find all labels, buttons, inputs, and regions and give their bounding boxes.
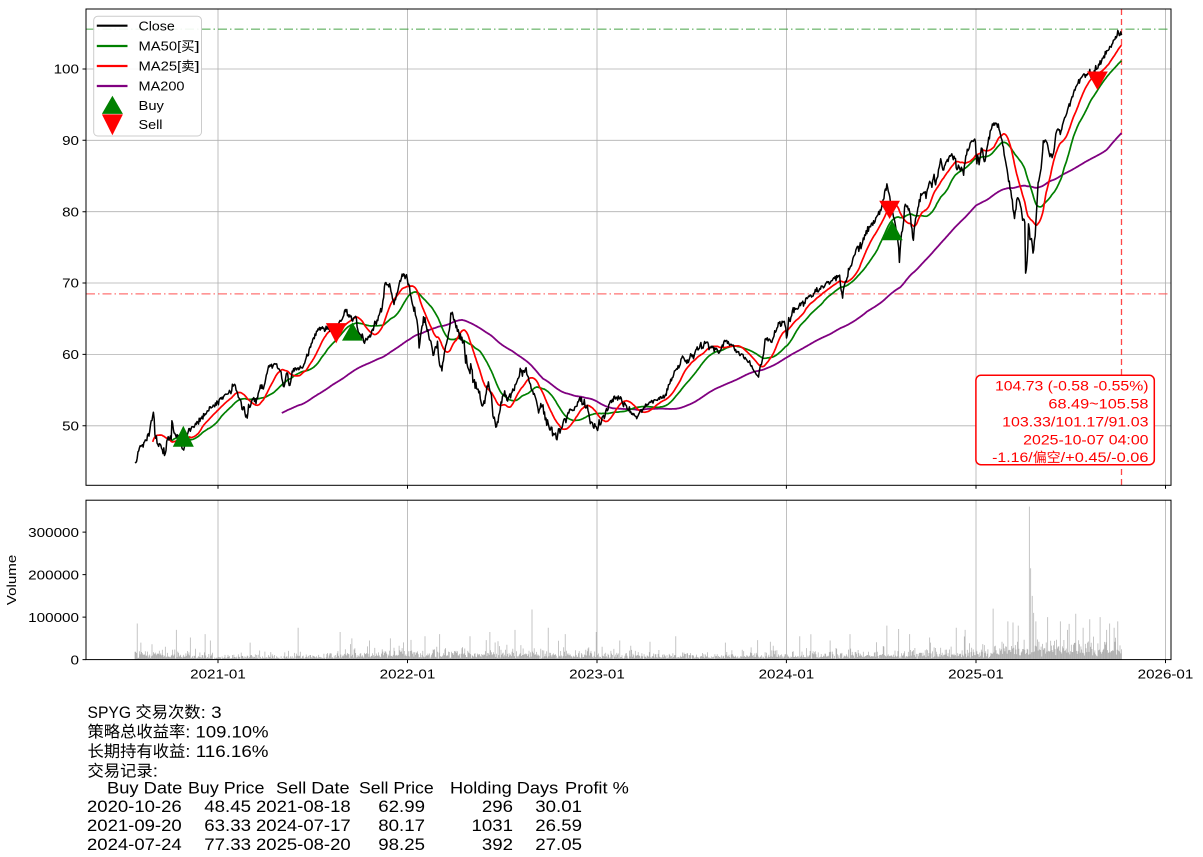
- svg-text:60: 60: [62, 347, 79, 362]
- svg-text:2024-07-17: 2024-07-17: [256, 817, 351, 835]
- svg-text:Sell Date: Sell Date: [276, 780, 350, 798]
- svg-text:2020-10-26: 2020-10-26: [87, 798, 182, 816]
- svg-text:62.99: 62.99: [378, 798, 425, 816]
- svg-text:200000: 200000: [28, 567, 79, 582]
- svg-text:70: 70: [62, 276, 79, 291]
- svg-text:SPYG: SPYG: [88, 704, 136, 722]
- svg-text:Holding Days: Holding Days: [450, 780, 558, 798]
- svg-text:392: 392: [482, 836, 513, 854]
- svg-text:Sell Price: Sell Price: [359, 780, 434, 798]
- svg-text:Profit %: Profit %: [565, 780, 629, 798]
- svg-text:27.05: 27.05: [535, 836, 582, 854]
- svg-text:: 109.10%: : 109.10%: [185, 723, 268, 741]
- svg-text:0: 0: [71, 652, 80, 667]
- svg-text:2023-01: 2023-01: [569, 666, 625, 681]
- svg-text:48.45: 48.45: [204, 798, 251, 816]
- svg-text:MA200: MA200: [139, 79, 185, 94]
- svg-text:Sell: Sell: [139, 117, 163, 132]
- svg-text:63.33: 63.33: [204, 817, 251, 835]
- svg-text:98.25: 98.25: [378, 836, 425, 854]
- svg-text:68.49~105.58: 68.49~105.58: [1048, 396, 1148, 412]
- svg-text:26.59: 26.59: [535, 817, 582, 835]
- svg-text:/+0.45/-0.06: /+0.45/-0.06: [1061, 449, 1149, 465]
- svg-text:100: 100: [54, 62, 79, 77]
- svg-text:MA50[: MA50[: [139, 39, 182, 54]
- svg-text:2024-07-24: 2024-07-24: [87, 836, 182, 854]
- svg-text:103.33/101.17/91.03: 103.33/101.17/91.03: [1002, 413, 1149, 429]
- svg-text:Buy Price: Buy Price: [188, 780, 264, 798]
- svg-text:30.01: 30.01: [535, 798, 582, 816]
- svg-text:]: ]: [195, 59, 200, 74]
- svg-text:: 116.16%: : 116.16%: [185, 743, 268, 761]
- svg-text:2021-08-18: 2021-08-18: [256, 798, 351, 816]
- svg-text:-1.16/: -1.16/: [992, 449, 1033, 465]
- svg-text:2022-01: 2022-01: [380, 666, 436, 681]
- svg-text:: 3: : 3: [201, 704, 222, 722]
- svg-text:2026-01: 2026-01: [1138, 666, 1194, 681]
- svg-text:77.33: 77.33: [204, 836, 251, 854]
- svg-text:2021-09-20: 2021-09-20: [87, 817, 182, 835]
- svg-text:2021-01: 2021-01: [190, 666, 246, 681]
- svg-text:2025-01: 2025-01: [948, 666, 1004, 681]
- svg-text:]: ]: [195, 39, 200, 54]
- svg-text:80: 80: [62, 204, 79, 219]
- svg-text:90: 90: [62, 133, 79, 148]
- svg-text:2024-01: 2024-01: [759, 666, 815, 681]
- svg-text:104.73 (-0.58 -0.55%): 104.73 (-0.58 -0.55%): [995, 378, 1149, 394]
- svg-text:Volume: Volume: [4, 555, 19, 606]
- svg-text:100000: 100000: [28, 610, 79, 625]
- svg-text:2025-10-07 04:00: 2025-10-07 04:00: [1023, 431, 1149, 447]
- svg-text:2025-08-20: 2025-08-20: [256, 836, 351, 854]
- svg-text:1031: 1031: [472, 817, 514, 835]
- svg-text:80.17: 80.17: [378, 817, 425, 835]
- svg-text:Close: Close: [139, 18, 175, 33]
- svg-text:MA25[: MA25[: [139, 59, 182, 74]
- svg-text:300000: 300000: [28, 525, 79, 540]
- svg-text:Buy: Buy: [139, 98, 165, 113]
- svg-text:50: 50: [62, 419, 79, 434]
- svg-text::: :: [153, 763, 159, 781]
- svg-text:296: 296: [482, 798, 513, 816]
- svg-text:Buy Date: Buy Date: [107, 780, 182, 798]
